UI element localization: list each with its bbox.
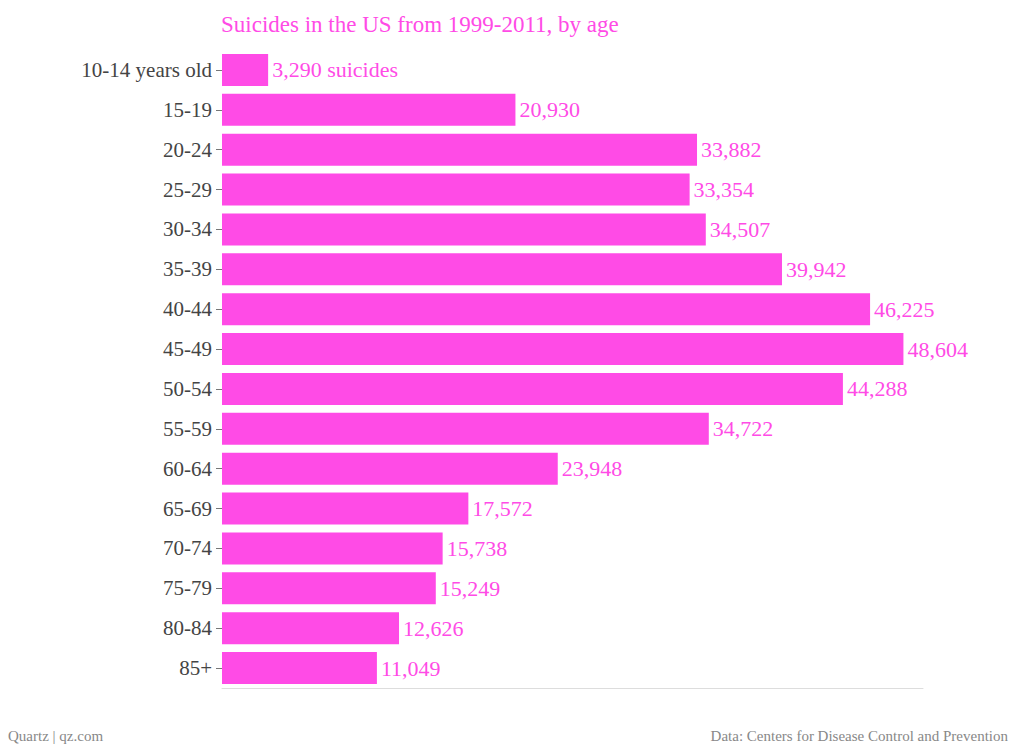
svg-text:Data: Centers for Disease Cont: Data: Centers for Disease Control and Pr… bbox=[711, 728, 1009, 744]
svg-text:20,930: 20,930 bbox=[519, 97, 580, 122]
svg-text:10-14 years old: 10-14 years old bbox=[81, 58, 212, 82]
svg-text:33,354: 33,354 bbox=[694, 177, 755, 202]
svg-text:Suicides in the US from 1999-2: Suicides in the US from 1999-2011, by ag… bbox=[221, 12, 619, 37]
svg-text:12,626: 12,626 bbox=[403, 616, 464, 641]
svg-text:48,604: 48,604 bbox=[907, 337, 968, 362]
svg-text:39,942: 39,942 bbox=[786, 257, 847, 282]
svg-text:44,288: 44,288 bbox=[847, 376, 908, 401]
svg-text:45-49: 45-49 bbox=[163, 337, 212, 361]
svg-text:15,738: 15,738 bbox=[447, 536, 508, 561]
svg-text:3,290 suicides: 3,290 suicides bbox=[272, 57, 398, 82]
svg-text:35-39: 35-39 bbox=[163, 257, 212, 281]
svg-text:34,507: 34,507 bbox=[710, 217, 771, 242]
svg-text:70-74: 70-74 bbox=[163, 536, 212, 560]
svg-text:80-84: 80-84 bbox=[163, 616, 212, 640]
svg-text:55-59: 55-59 bbox=[163, 417, 212, 441]
svg-text:15,249: 15,249 bbox=[440, 576, 501, 601]
svg-text:Quartz | qz.com: Quartz | qz.com bbox=[8, 728, 103, 744]
svg-text:46,225: 46,225 bbox=[874, 297, 935, 322]
svg-text:85+: 85+ bbox=[179, 656, 212, 680]
svg-text:20-24: 20-24 bbox=[163, 138, 212, 162]
svg-text:60-64: 60-64 bbox=[163, 457, 212, 481]
svg-text:15-19: 15-19 bbox=[163, 98, 212, 122]
svg-text:25-29: 25-29 bbox=[163, 178, 212, 202]
svg-text:23,948: 23,948 bbox=[562, 456, 623, 481]
svg-text:75-79: 75-79 bbox=[163, 576, 212, 600]
svg-text:11,049: 11,049 bbox=[381, 656, 441, 681]
svg-text:34,722: 34,722 bbox=[713, 416, 774, 441]
svg-text:40-44: 40-44 bbox=[163, 297, 212, 321]
svg-text:65-69: 65-69 bbox=[163, 497, 212, 521]
svg-text:33,882: 33,882 bbox=[701, 137, 762, 162]
svg-text:17,572: 17,572 bbox=[472, 496, 532, 521]
svg-text:50-54: 50-54 bbox=[163, 377, 212, 401]
svg-text:30-34: 30-34 bbox=[163, 217, 212, 241]
